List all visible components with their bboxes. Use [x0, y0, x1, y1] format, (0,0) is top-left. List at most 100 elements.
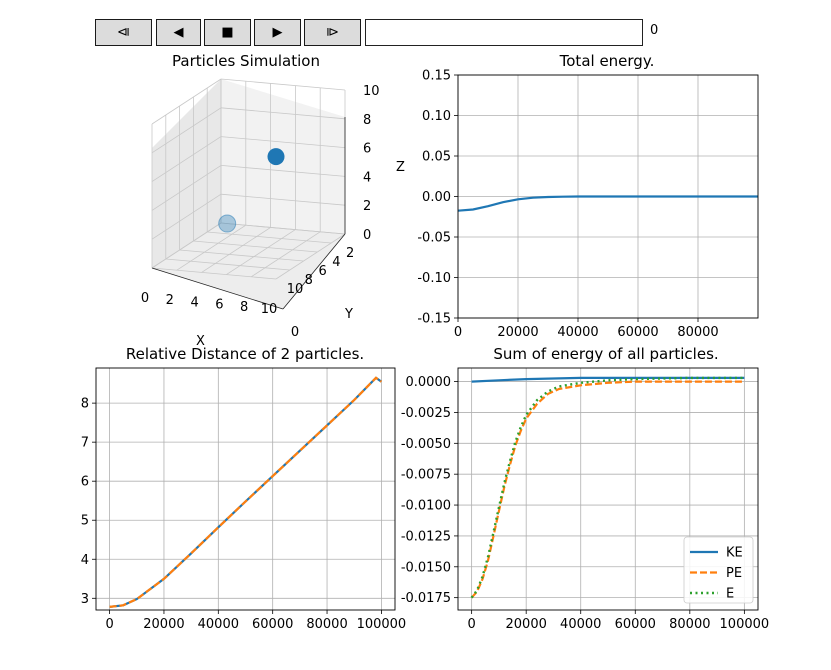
y-tick-label: 3: [81, 592, 89, 607]
legend-box: [683, 536, 754, 604]
legend-label-KE: KE: [726, 546, 743, 561]
prev-frame-icon: ◀: [173, 25, 184, 40]
series-line-PE: [470, 380, 745, 599]
y-tick-label: -0.0125: [401, 529, 451, 544]
y-tick-label: -0.0175: [401, 591, 451, 606]
x-tick-label: 0: [467, 617, 475, 632]
prev-frame-button[interactable]: ◀: [156, 19, 201, 46]
x-tick-label: 60000: [252, 617, 293, 632]
x-tick-label: 100000: [357, 617, 407, 632]
x-tick-label: 6: [215, 298, 223, 313]
back-gridline: [220, 107, 346, 120]
x-tick-label: 8: [240, 300, 248, 315]
relative-distance-plot: 0 20000 40000 60000 80000 100000 3 4 5 6 7 8: [81, 367, 407, 632]
play-button[interactable]: ▶: [254, 19, 301, 46]
y-tick-label: 0.15: [422, 69, 451, 84]
stop-icon: ■: [221, 25, 234, 40]
floor-gridline: [250, 231, 321, 278]
last-frame-icon: ⧐: [326, 25, 339, 40]
floor-gridline: [193, 240, 318, 253]
y-tick-label: 10: [287, 282, 304, 297]
side-gridline: [151, 165, 222, 211]
y-tick-label: 0.00: [422, 190, 451, 205]
x-tick-label: 2: [166, 293, 174, 308]
particle-point-1: [218, 214, 237, 233]
y-tick-label: 8: [305, 273, 313, 288]
x-tick-label: 20000: [497, 325, 538, 340]
y-tick-label: 0.0000: [406, 375, 452, 390]
y-tick-label: -0.10: [417, 271, 451, 286]
y-tick-label: 0: [291, 325, 299, 340]
first-frame-icon: ⧏: [117, 25, 130, 40]
floor-gridline: [226, 229, 296, 275]
x-tick-label: 10: [261, 302, 278, 317]
x-tick-label: 20000: [506, 617, 547, 632]
back-gridline: [220, 193, 346, 206]
stop-button[interactable]: ■: [204, 19, 251, 46]
side-gridline: [151, 107, 222, 154]
x-tick-label: 40000: [560, 617, 601, 632]
chart2-title: Total energy.: [559, 52, 655, 70]
back-gridline: [220, 78, 346, 91]
series-line-E: [470, 376, 745, 599]
y-tick-label: 5: [81, 514, 89, 529]
y-tick-label: -0.05: [417, 231, 451, 246]
plot-frame: [457, 367, 759, 611]
y-tick-label: 2: [346, 246, 354, 261]
y-tick-label: -0.0075: [401, 468, 451, 483]
floor-gridline: [275, 233, 346, 280]
x-tick-label: 80000: [306, 617, 347, 632]
y-tick-label: 8: [81, 397, 89, 412]
y-tick-label: 0.10: [422, 109, 451, 124]
y-tick-label: 4: [81, 553, 89, 568]
y-tick-label: 6: [318, 264, 326, 279]
series-line-0: [457, 195, 758, 212]
x-tick-label: 80000: [669, 617, 710, 632]
z-tick-label: 8: [363, 113, 371, 128]
back-gridline: [220, 136, 346, 148]
sum-energy-plot: 0 20000 40000 60000 80000 100000 0.0000 -0.0025…: [401, 367, 769, 632]
floor-gridline: [176, 224, 247, 271]
side-gridline: [151, 78, 222, 125]
chart1-title: Particles Simulation: [172, 52, 320, 70]
floor-gridline: [207, 231, 332, 244]
particle-point-0: [267, 148, 285, 166]
legend-label-PE: PE: [726, 566, 742, 581]
x-tick-label: 4: [190, 295, 198, 310]
z-tick-label: 0: [363, 228, 371, 243]
y-tick-label: -0.0150: [401, 560, 451, 575]
y-tick-label: 4: [332, 255, 340, 270]
x-tick-label: 80000: [677, 325, 718, 340]
x-tick-label: 20000: [143, 617, 184, 632]
floor-gridline: [179, 249, 304, 262]
y-tick-label: 6: [81, 475, 89, 490]
x-axis-label: X: [196, 334, 205, 349]
legend: KE PE E: [683, 536, 754, 604]
side-gridline: [151, 222, 222, 269]
y-axis-label: Y: [344, 307, 353, 322]
frame-input[interactable]: [365, 19, 643, 46]
y-tick-label: -0.15: [417, 312, 451, 327]
y-tick-label: 0.05: [422, 150, 451, 165]
first-frame-button[interactable]: ⧏: [95, 19, 152, 46]
series-line-1: [109, 376, 383, 608]
z-tick-label: 2: [363, 199, 371, 214]
x-tick-label: 0: [454, 325, 462, 340]
floor-gridline: [201, 227, 271, 273]
x-tick-label: 60000: [615, 617, 656, 632]
chart3-title: Relative Distance of 2 particles.: [126, 345, 364, 363]
legend-label-E: E: [726, 587, 734, 602]
y-tick-label: -0.0100: [401, 499, 451, 514]
side-gridline: [151, 193, 222, 240]
last-frame-button[interactable]: ⧐: [304, 19, 361, 46]
z-tick-label: 10: [363, 84, 380, 99]
back-gridline: [220, 222, 346, 235]
plot-frame: [95, 367, 396, 611]
series-line-KE: [471, 376, 745, 383]
floor-gridline: [165, 258, 290, 271]
side-gridline: [151, 136, 222, 182]
y-tick-label: -0.0025: [401, 406, 451, 421]
y-tick-label: 7: [81, 436, 89, 451]
